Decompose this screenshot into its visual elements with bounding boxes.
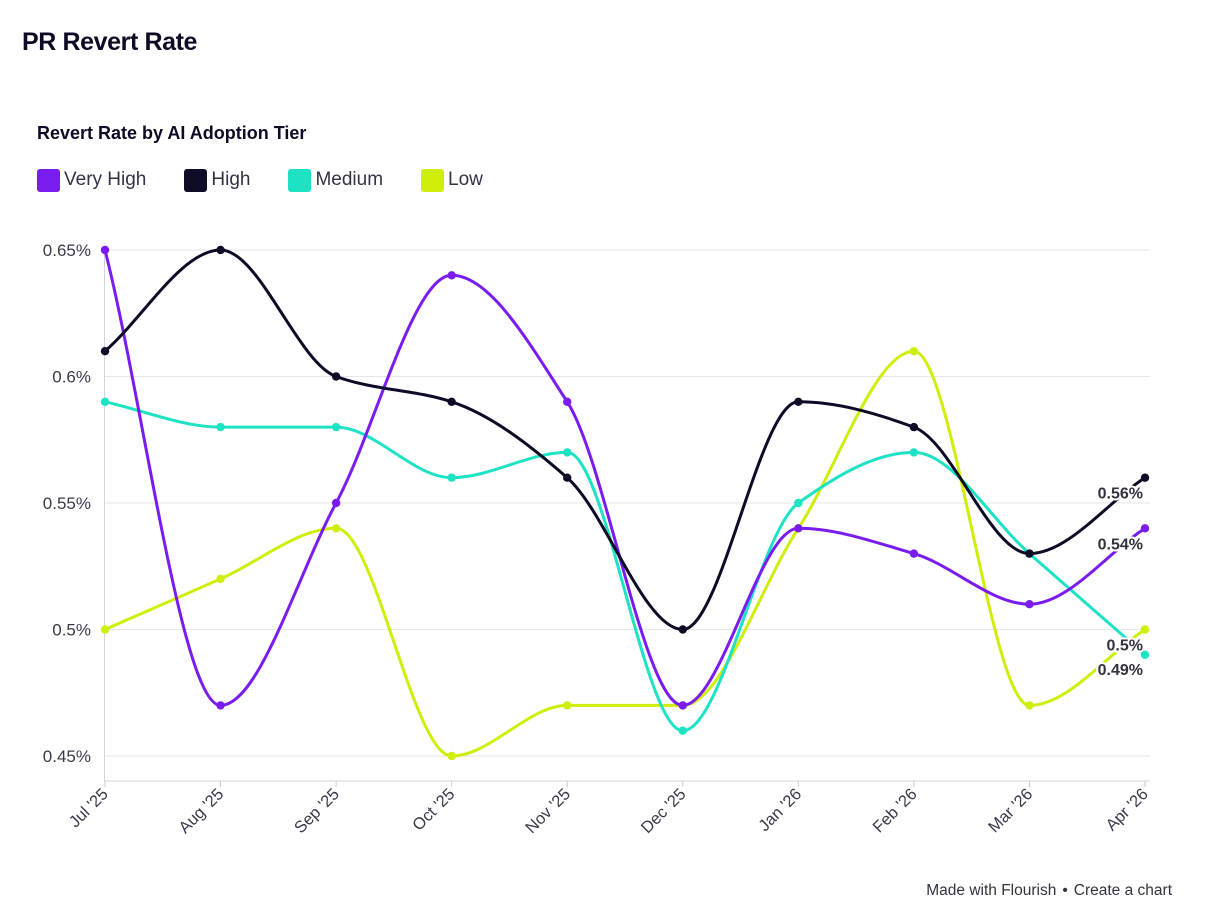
- made-with-flourish-link[interactable]: Made with Flourish: [926, 882, 1057, 899]
- y-tick-label: 0.55%: [43, 494, 91, 513]
- series-line-high: [103, 248, 1147, 631]
- x-tick-label: Dec '25: [638, 785, 690, 837]
- data-point-high: [216, 245, 225, 255]
- data-point-very-high: [563, 397, 572, 406]
- legend-swatch-medium: [288, 168, 312, 192]
- end-label-high: 0.56%: [1098, 486, 1143, 503]
- series-line-very-high: [103, 248, 1147, 707]
- line-chart: 0.45% 0.5% 0.55% 0.6% 0.65% Jul '25 Aug '25 Sep…: [43, 241, 1152, 837]
- legend-label-medium: Medium: [315, 169, 384, 190]
- data-point-medium: [331, 422, 341, 432]
- page-title: PR Revert Rate: [22, 28, 198, 56]
- legend-swatch-high: [184, 168, 208, 192]
- data-point-medium: [1140, 650, 1150, 659]
- data-point-low: [1140, 625, 1150, 634]
- create-chart-link[interactable]: Create a chart: [1073, 882, 1172, 899]
- data-point-low: [447, 751, 456, 761]
- data-point-very-high: [331, 498, 341, 508]
- data-point-medium: [100, 397, 110, 406]
- legend-label-high: High: [211, 169, 251, 190]
- x-tick-label: Aug '25: [175, 785, 227, 837]
- x-tick-label: Apr '26: [1102, 785, 1151, 834]
- data-point-very-high: [909, 549, 919, 558]
- data-point-medium: [563, 448, 572, 457]
- data-point-very-high: [794, 524, 803, 533]
- end-label-medium: 0.49%: [1098, 662, 1143, 679]
- data-point-high: [1140, 473, 1150, 482]
- data-point-very-high: [1025, 600, 1034, 609]
- end-label-very-high: 0.54%: [1098, 536, 1143, 553]
- data-point-high: [1025, 549, 1034, 558]
- chart-title: Revert Rate by AI Adoption Tier: [37, 123, 307, 143]
- end-label-low: 0.5%: [1107, 638, 1143, 655]
- data-point-medium: [678, 726, 687, 735]
- x-tick-label: Jan '26: [755, 785, 805, 835]
- legend-label-very-high: Very High: [64, 169, 147, 190]
- data-point-low: [216, 574, 225, 584]
- x-tick-label: Feb '26: [869, 785, 920, 836]
- x-tick-label: Sep '25: [291, 785, 343, 837]
- data-point-high: [794, 397, 803, 406]
- data-point-high: [909, 422, 919, 432]
- data-point-very-high: [1140, 524, 1150, 533]
- legend-item-high[interactable]: High: [184, 168, 251, 192]
- footer: Made with Flourish • Create a chart: [926, 882, 1172, 900]
- x-tick-label: Mar '26: [985, 785, 1036, 836]
- legend-item-medium[interactable]: Medium: [288, 168, 384, 192]
- x-tick-label: Nov '25: [522, 785, 574, 837]
- data-point-very-high: [678, 701, 687, 710]
- data-point-very-high: [100, 245, 110, 255]
- y-tick-label: 0.65%: [43, 241, 91, 260]
- data-point-high: [678, 625, 687, 634]
- y-tick-label: 0.5%: [52, 621, 91, 640]
- data-point-very-high: [447, 271, 456, 280]
- data-point-medium: [909, 448, 919, 457]
- data-point-high: [563, 473, 572, 482]
- data-point-medium: [216, 422, 225, 432]
- data-point-medium: [447, 473, 456, 482]
- legend: Very High High Medium Low: [37, 167, 521, 193]
- legend-item-low[interactable]: Low: [421, 168, 483, 192]
- data-point-low: [100, 625, 110, 634]
- data-point-low: [331, 524, 341, 533]
- legend-swatch-very-high: [37, 168, 60, 192]
- data-point-low: [909, 347, 919, 356]
- data-point-high: [447, 397, 456, 406]
- legend-label-low: Low: [448, 169, 483, 190]
- data-point-high: [100, 347, 110, 356]
- data-point-low: [1025, 701, 1034, 710]
- footer-separator: •: [1062, 882, 1068, 899]
- y-tick-label: 0.45%: [43, 747, 91, 766]
- data-point-medium: [794, 498, 803, 508]
- data-point-low: [563, 701, 572, 710]
- series-line-low: [103, 349, 1147, 758]
- data-point-high: [331, 372, 341, 381]
- y-tick-label: 0.6%: [52, 368, 91, 387]
- data-point-very-high: [216, 701, 225, 710]
- legend-swatch-low: [421, 168, 445, 192]
- x-tick-label: Jul '25: [66, 785, 112, 831]
- legend-item-very-high[interactable]: Very High: [37, 168, 147, 192]
- x-tick-label: Oct '25: [409, 785, 458, 834]
